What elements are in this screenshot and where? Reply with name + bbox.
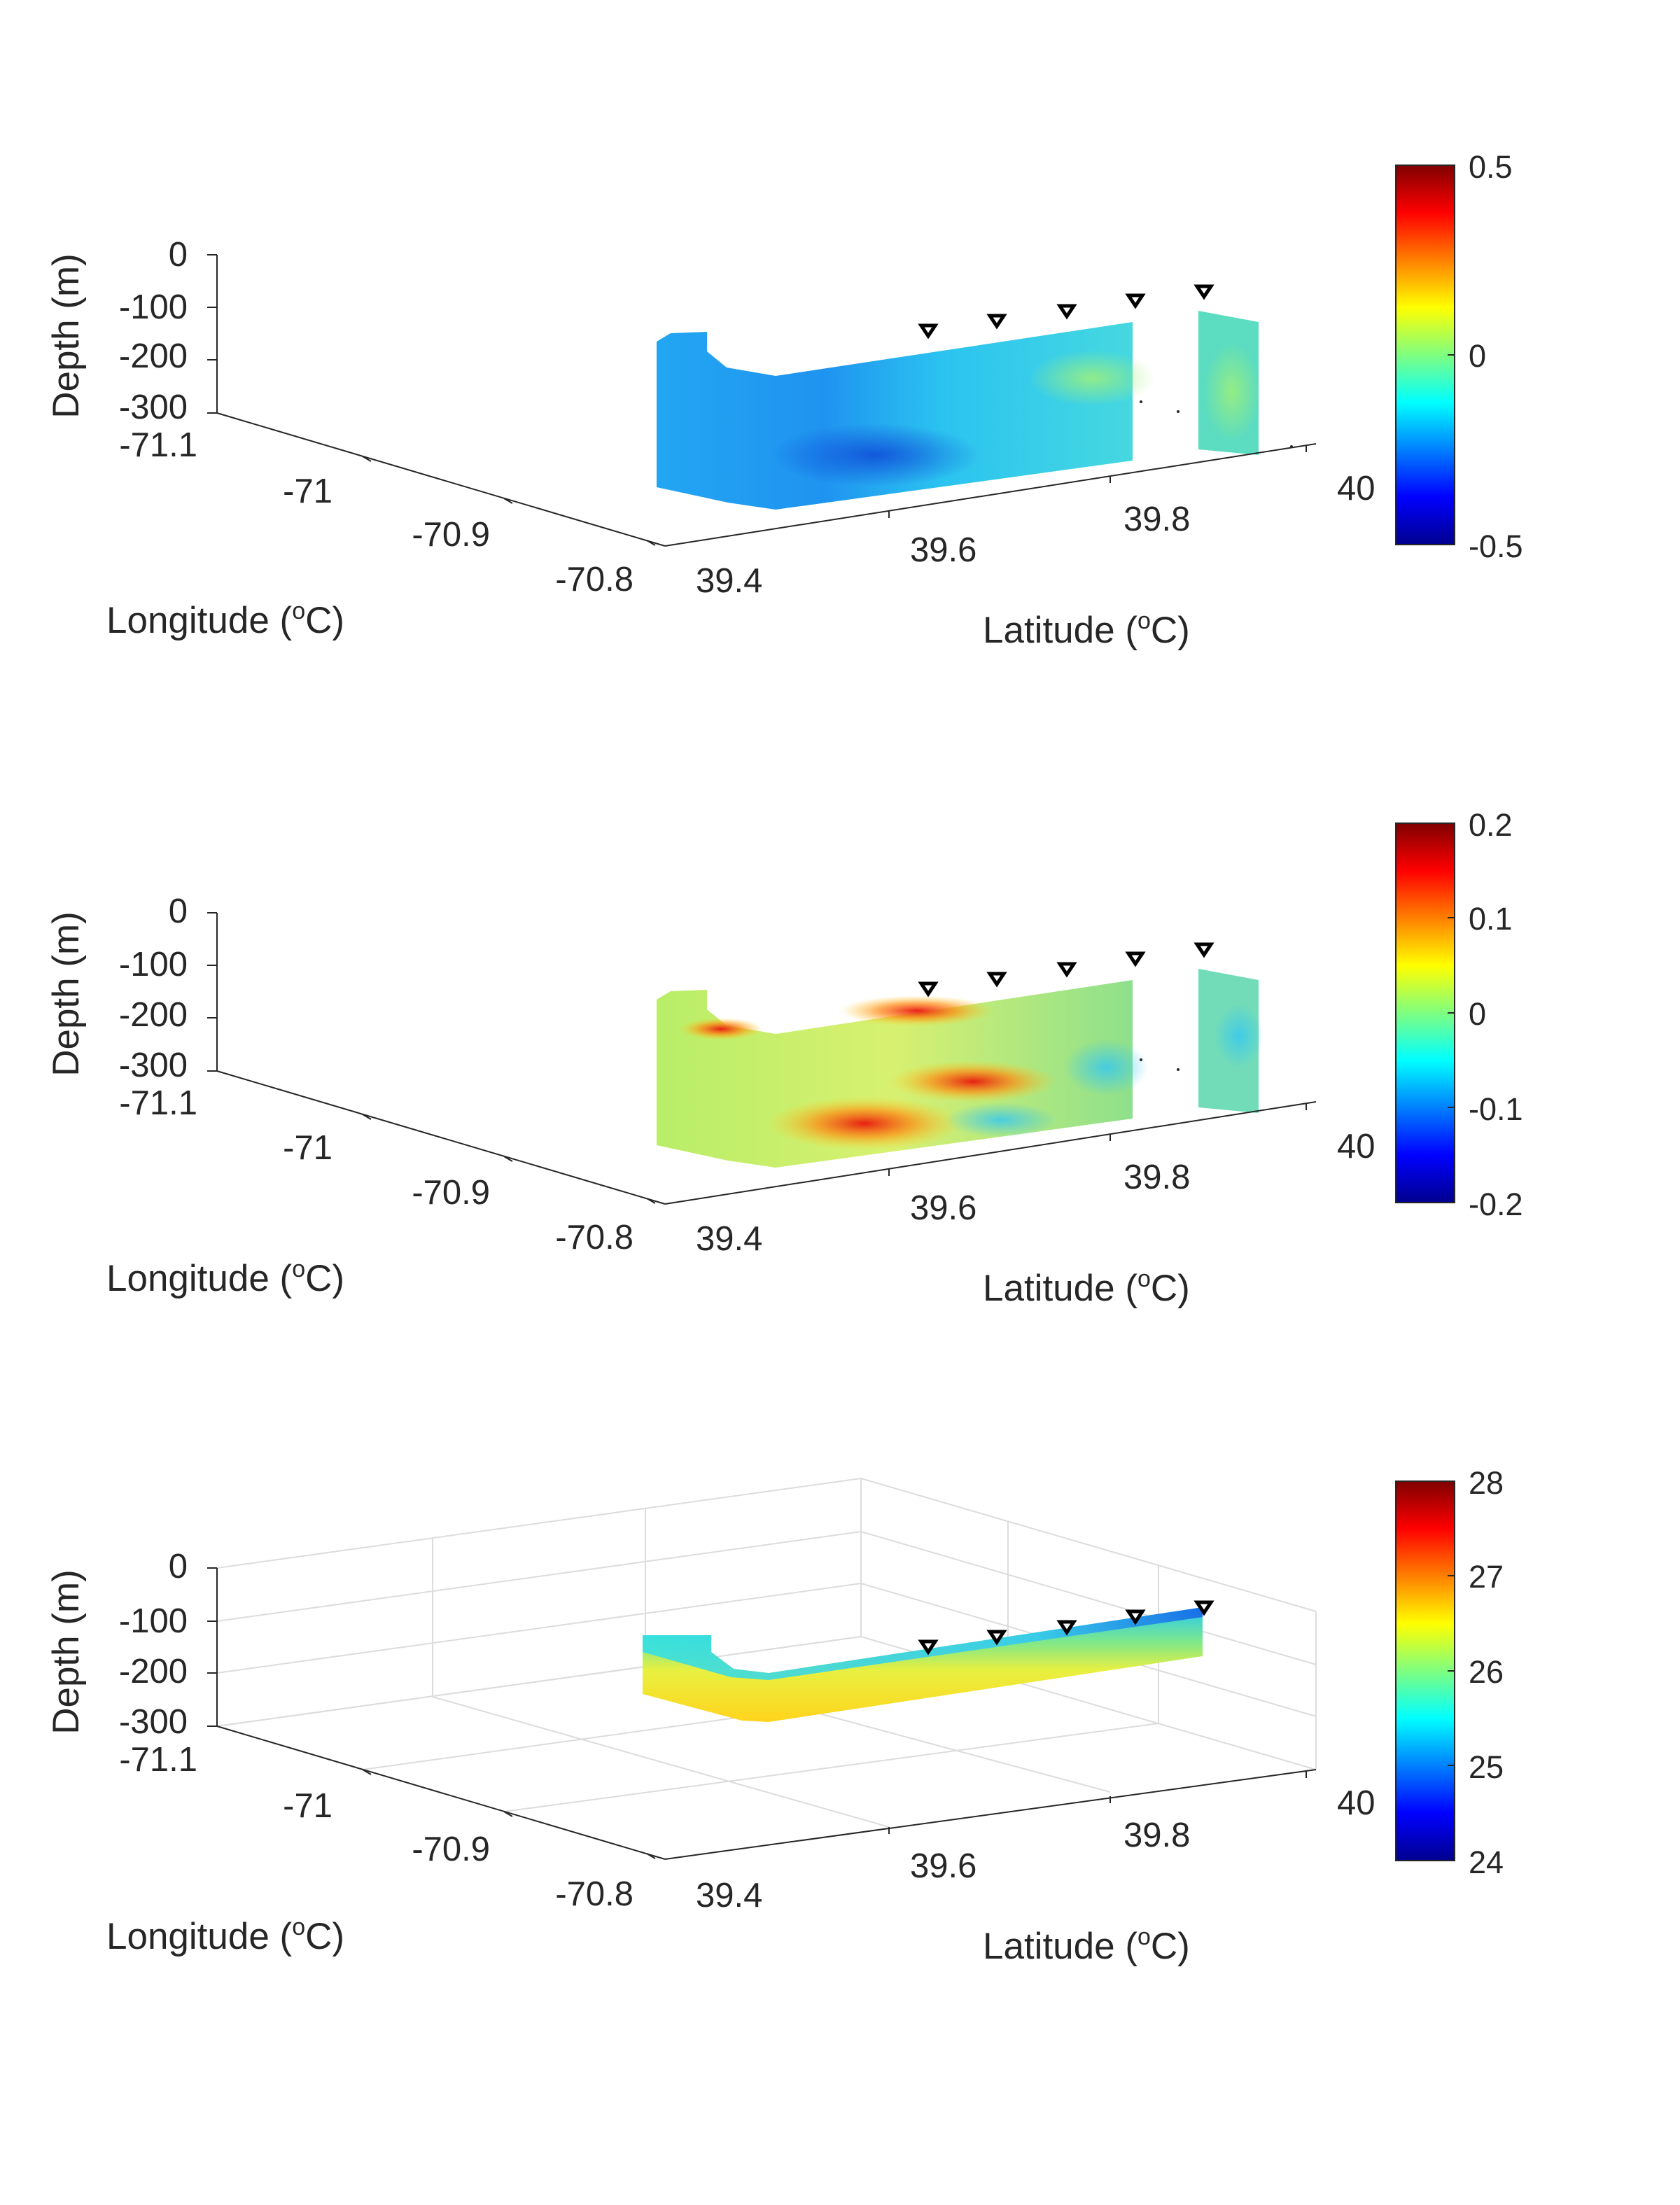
- depth-tick: 0: [169, 892, 188, 930]
- axes: [207, 912, 1317, 1205]
- station-marker-icon: [1125, 293, 1146, 309]
- colorbar-tick: -0.1: [1469, 1091, 1523, 1127]
- colorbar-tick: 0.2: [1469, 807, 1513, 843]
- colorbar-tick: 0.1: [1469, 901, 1513, 937]
- depth-tick: -100: [119, 946, 188, 983]
- lat-tick: 39.4: [696, 1220, 762, 1258]
- station-marker-icon: [986, 314, 1007, 330]
- tick-labels: 0 -100 -200 -300 -71.1 -71 -70.9 -70.8 3…: [119, 892, 1376, 1258]
- station-marker-icon: [1125, 951, 1146, 967]
- lon-tick: -71.1: [119, 1741, 197, 1779]
- depth-tick: -200: [119, 1653, 188, 1690]
- station-markers: [918, 1600, 1214, 1656]
- lat-tick: 39.6: [910, 1847, 976, 1885]
- lat-tick: 40: [1337, 470, 1376, 507]
- depth-tick: 0: [169, 1548, 188, 1586]
- lat-tick: 40: [1337, 1784, 1376, 1822]
- station-marker-icon: [986, 972, 1007, 988]
- axes: [207, 1567, 1317, 1860]
- lon-tick: -70.9: [412, 516, 490, 554]
- lon-tick: -71: [283, 1787, 332, 1825]
- colorbar-tick: 26: [1469, 1654, 1504, 1690]
- station-marker-icon: [1056, 962, 1077, 978]
- station-marker-icon: [986, 1630, 1007, 1646]
- lon-tick: -70.9: [412, 1830, 490, 1868]
- colorbar: 0.5 0 -0.5: [1395, 149, 1523, 564]
- colorbar: 28 27 26 25 24: [1395, 1465, 1504, 1880]
- lon-tick: -71: [283, 472, 332, 510]
- depth-tick: -300: [119, 1046, 188, 1084]
- station-marker-icon: [918, 1639, 939, 1656]
- axes: [207, 254, 1317, 547]
- depth-tick: -200: [119, 996, 188, 1034]
- colorbar: 0.2 0.1 0 -0.1 -0.2: [1395, 807, 1523, 1222]
- tick-labels: 0 -100 -200 -300 -71.1 -71 -70.9 -70.8 3…: [119, 236, 1376, 600]
- section-surface: [643, 1607, 1203, 1722]
- lat-tick: 39.4: [696, 1877, 762, 1914]
- latitude-axis-label: Latitude (oC): [983, 608, 1190, 651]
- lon-tick: -70.8: [555, 1219, 634, 1256]
- station-marker-icon: [1194, 942, 1214, 958]
- depth-tick: 0: [169, 236, 188, 274]
- station-markers: [918, 942, 1214, 997]
- section-surface: [657, 969, 1264, 1168]
- colorbar-tick: 0: [1469, 338, 1486, 374]
- lat-tick: 39.6: [910, 1189, 976, 1227]
- longitude-axis-label: Longitude (oC): [106, 1914, 344, 1957]
- depth-axis-label: Depth (m): [46, 1569, 87, 1735]
- station-markers: [918, 284, 1214, 340]
- station-marker-icon: [1194, 284, 1214, 300]
- depth-tick: -100: [119, 288, 188, 326]
- colorbar-tick: 24: [1469, 1844, 1504, 1880]
- depth-tick: -100: [119, 1602, 188, 1640]
- colorbar-tick: 0.5: [1469, 149, 1513, 185]
- longitude-axis-label: Longitude (oC): [106, 1256, 344, 1299]
- lat-tick: 39.8: [1124, 500, 1190, 538]
- colorbar-tick: 27: [1469, 1559, 1504, 1595]
- lon-tick: -71: [283, 1129, 332, 1167]
- colorbar-tick: -0.5: [1469, 528, 1523, 564]
- lat-tick: 39.8: [1124, 1816, 1190, 1854]
- lon-tick: -71.1: [119, 1084, 197, 1122]
- depth-axis-label: Depth (m): [46, 911, 87, 1077]
- panel-1: 0 -100 -200 -300 -71.1 -71 -70.9 -70.8 3…: [46, 149, 1523, 651]
- colorbar-tick: 0: [1469, 996, 1486, 1032]
- tick-labels: 0 -100 -200 -300 -71.1 -71 -70.9 -70.8 3…: [119, 1548, 1376, 1914]
- lon-tick: -70.8: [555, 1875, 634, 1913]
- section-surface: [657, 311, 1260, 510]
- lat-tick: 39.8: [1124, 1158, 1190, 1196]
- lon-tick: -70.8: [555, 561, 634, 598]
- lat-tick: 39.4: [696, 562, 762, 600]
- colorbar-tick: 28: [1469, 1465, 1504, 1501]
- lon-tick: -70.9: [412, 1174, 490, 1212]
- latitude-axis-label: Latitude (oC): [983, 1924, 1190, 1967]
- station-marker-icon: [1056, 304, 1077, 320]
- latitude-axis-label: Latitude (oC): [983, 1266, 1190, 1309]
- depth-tick: -200: [119, 337, 188, 375]
- panel-3: 0 -100 -200 -300 -71.1 -71 -70.9 -70.8 3…: [46, 1465, 1504, 1967]
- station-marker-icon: [918, 981, 939, 997]
- station-marker-icon: [1125, 1609, 1146, 1625]
- lat-tick: 40: [1337, 1128, 1376, 1166]
- station-marker-icon: [918, 323, 939, 340]
- colorbar-tick: -0.2: [1469, 1186, 1523, 1222]
- station-marker-icon: [1056, 1620, 1077, 1636]
- station-marker-icon: [1194, 1600, 1214, 1616]
- depth-axis-label: Depth (m): [46, 253, 87, 419]
- grid-box: [216, 1478, 1317, 1828]
- panel-2: 0 -100 -200 -300 -71.1 -71 -70.9 -70.8 3…: [46, 807, 1523, 1309]
- lat-tick: 39.6: [910, 531, 976, 569]
- colorbar-tick: 25: [1469, 1749, 1504, 1785]
- longitude-axis-label: Longitude (oC): [106, 598, 344, 641]
- depth-tick: -300: [119, 388, 188, 426]
- depth-tick: -300: [119, 1703, 188, 1741]
- lon-tick: -71.1: [119, 426, 197, 464]
